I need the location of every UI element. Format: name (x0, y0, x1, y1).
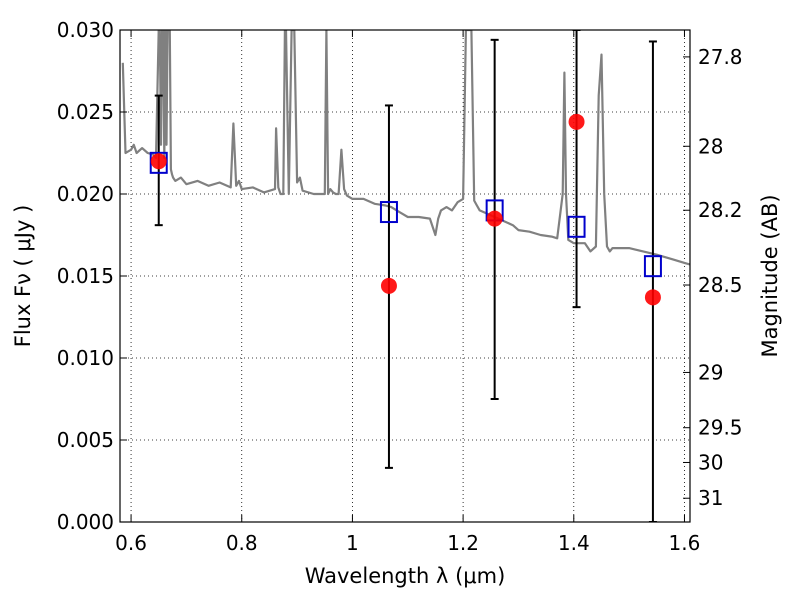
x-tick-label: 1.4 (558, 531, 590, 555)
y2-tick-label: 29.5 (698, 416, 743, 440)
y-tick-label: 0.005 (57, 428, 114, 452)
observed-point (381, 278, 397, 294)
observed-point (569, 114, 585, 130)
x-tick-label: 0.6 (115, 531, 147, 555)
x-tick-label: 1 (346, 531, 359, 555)
y2-tick-label: 27.8 (698, 45, 743, 69)
observed-point (487, 211, 503, 227)
y2-tick-label: 28.2 (698, 198, 743, 222)
x-tick-label: 1.6 (669, 531, 701, 555)
y2-tick-label: 28.5 (698, 273, 743, 297)
y-tick-labels: 0.000 0.005 0.010 0.015 0.020 0.025 0.030 (57, 18, 114, 534)
y2-tick-label: 29 (698, 360, 723, 384)
y2-tick-labels: 27.8 28 28.2 28.5 29 29.5 30 31 (698, 45, 743, 510)
sed-chart: 0.6 0.8 1 1.2 1.4 1.6 0.0000.0050.0100.0150.0… (0, 0, 800, 600)
y2-tick-label: 28 (698, 134, 723, 158)
y-tick-label: 0.015 (57, 264, 114, 288)
y2-tick-label: 31 (698, 486, 723, 510)
observed-point (645, 289, 661, 305)
y2-axis-label: Magnitude (AB) (758, 194, 782, 357)
observed-point (151, 153, 167, 169)
x-tick-labels: 0.6 0.8 1 1.2 1.4 1.6 (115, 531, 700, 555)
x-tick-label: 0.8 (226, 531, 258, 555)
y-tick-label: 0.020 (57, 182, 114, 206)
y2-tick-label: 30 (698, 450, 723, 474)
y-tick-label: 0.030 (57, 18, 114, 42)
y-tick-label: 0.000 (57, 510, 114, 534)
y-tick-label: 0.025 (57, 100, 114, 124)
y-axis-label: Flux Fν ( μJy ) (11, 205, 35, 348)
x-axis-label: Wavelength λ (μm) (305, 564, 506, 588)
y-tick-label: 0.010 (57, 346, 114, 370)
x-tick-label: 1.2 (447, 531, 479, 555)
